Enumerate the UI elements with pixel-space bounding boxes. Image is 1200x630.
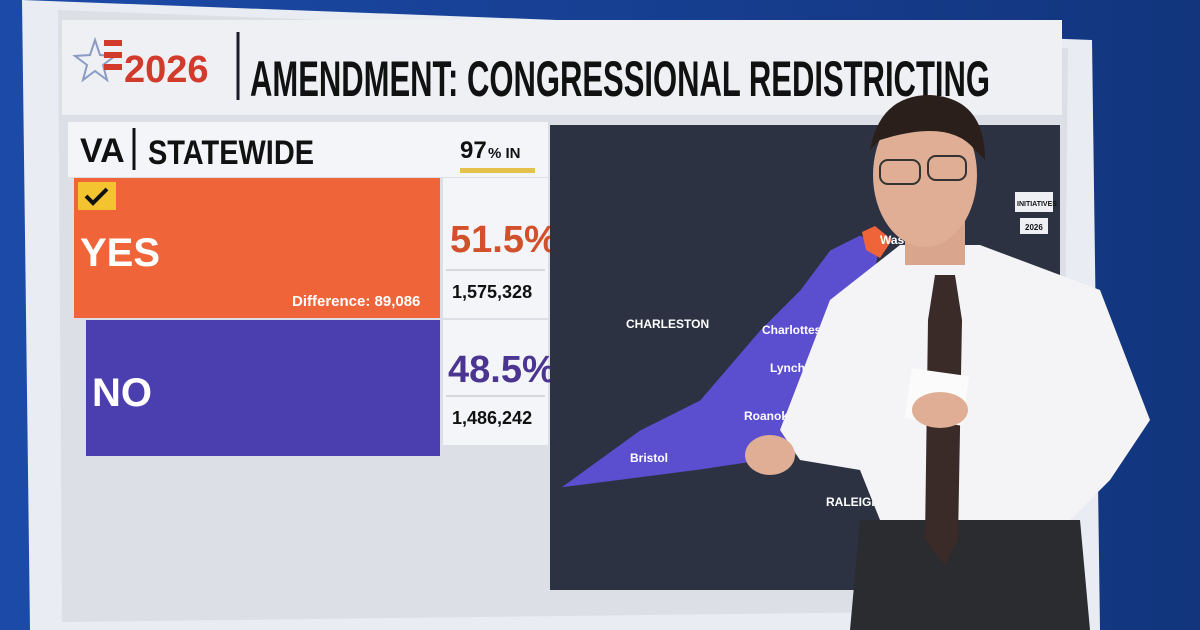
yes-label: YES — [80, 231, 160, 275]
scope: STATEWIDE — [148, 134, 314, 172]
yes-bar — [74, 178, 440, 318]
county-yes — [862, 226, 892, 258]
map-label: Roanoke — [744, 409, 795, 423]
hand — [745, 435, 795, 475]
reporting-pct: 97 — [460, 137, 487, 164]
title: AMENDMENT: CONGRESSIONAL REDISTRICTING — [250, 51, 990, 107]
reporting-label: % IN — [488, 145, 521, 162]
no-label: NO — [92, 371, 152, 415]
reporting-bar — [460, 168, 535, 173]
sidebar-year-box — [1020, 218, 1048, 234]
map-label: Charlottesvil — [762, 323, 835, 337]
hand — [912, 392, 968, 428]
map-label: RALEIGH — [826, 495, 880, 509]
no-percent: 48.5% — [448, 349, 556, 391]
map-label: CHARLESTON — [626, 317, 709, 331]
no-box — [443, 320, 548, 445]
yes-votes: 1,575,328 — [452, 282, 532, 302]
yes-percent: 51.5% — [450, 219, 558, 261]
winner-check — [84, 187, 109, 206]
yes-box — [443, 178, 548, 318]
logo-stripe — [104, 52, 122, 58]
race-row — [68, 122, 548, 177]
logo-stripe — [104, 64, 122, 70]
logo-year: 2026 — [124, 49, 209, 91]
header-bar — [62, 20, 1062, 115]
glasses — [927, 155, 967, 181]
trousers — [850, 520, 1090, 630]
map-label: Lynch — [770, 361, 805, 375]
face — [873, 103, 977, 247]
winner-check-box — [78, 182, 116, 210]
glasses — [879, 159, 921, 185]
no-votes: 1,486,242 — [452, 408, 532, 428]
hair — [870, 95, 985, 160]
logo-stripe — [104, 40, 122, 46]
no-bar — [86, 320, 440, 456]
state: VA — [80, 132, 125, 170]
difference: Difference: 89,086 — [292, 293, 420, 310]
map-label: Bristol — [630, 451, 668, 465]
sidebar-tab — [1015, 192, 1053, 212]
sidebar-year: 2026 — [1025, 223, 1043, 232]
sidebar-tab-label: INITIATIVES — [1017, 201, 1057, 208]
